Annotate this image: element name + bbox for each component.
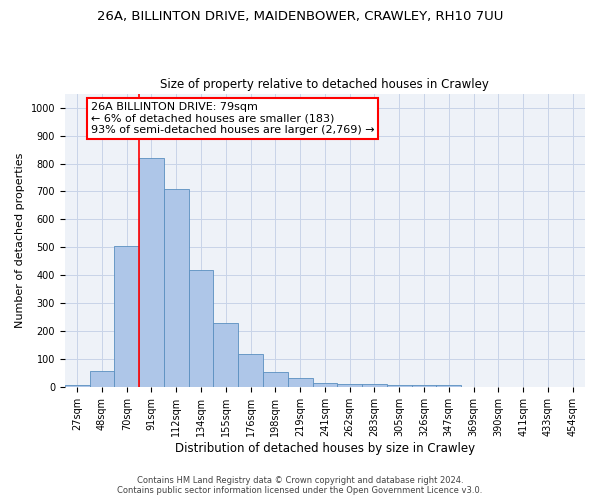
Bar: [164, 188, 188, 388]
Bar: [65, 385, 89, 388]
Bar: [362, 384, 387, 388]
Bar: [115, 246, 139, 388]
Bar: [313, 383, 337, 388]
Bar: [337, 384, 362, 388]
Bar: [288, 378, 313, 388]
Text: 26A, BILLINTON DRIVE, MAIDENBOWER, CRAWLEY, RH10 7UU: 26A, BILLINTON DRIVE, MAIDENBOWER, CRAWL…: [97, 10, 503, 23]
Bar: [412, 386, 436, 388]
Text: Contains HM Land Registry data © Crown copyright and database right 2024.
Contai: Contains HM Land Registry data © Crown c…: [118, 476, 482, 495]
Bar: [188, 270, 214, 388]
Bar: [263, 372, 288, 388]
Bar: [139, 158, 164, 388]
Bar: [436, 384, 461, 388]
Bar: [89, 371, 115, 388]
X-axis label: Distribution of detached houses by size in Crawley: Distribution of detached houses by size …: [175, 442, 475, 455]
Bar: [238, 354, 263, 388]
Y-axis label: Number of detached properties: Number of detached properties: [15, 153, 25, 328]
Title: Size of property relative to detached houses in Crawley: Size of property relative to detached ho…: [160, 78, 490, 91]
Bar: [387, 384, 412, 388]
Text: 26A BILLINTON DRIVE: 79sqm
← 6% of detached houses are smaller (183)
93% of semi: 26A BILLINTON DRIVE: 79sqm ← 6% of detac…: [91, 102, 374, 135]
Bar: [214, 323, 238, 388]
